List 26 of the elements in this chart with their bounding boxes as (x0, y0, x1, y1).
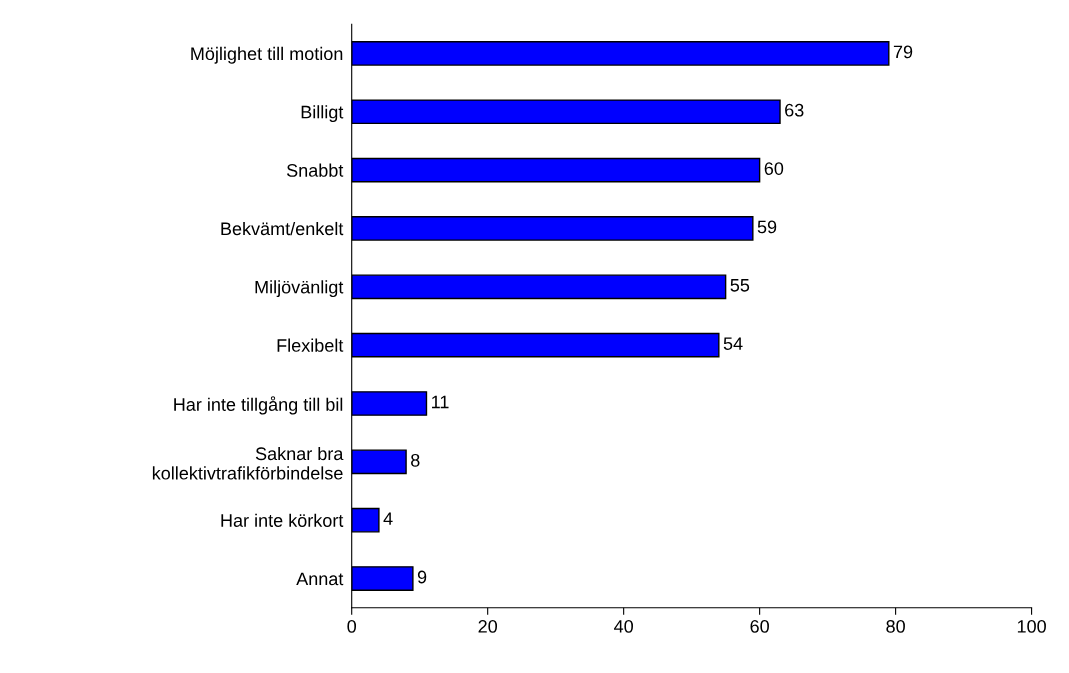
x-tick-label: 40 (614, 620, 633, 633)
y-tick-label: Bekvämt/enkelt (221, 221, 344, 236)
data-label: 9 (417, 570, 427, 584)
x-tick-label: 0 (347, 620, 357, 633)
y-tick-label: Har inte tillgång till bil (174, 396, 343, 415)
x-tick-label: 80 (886, 620, 905, 633)
y-tick-label: Saknar bra kollektivtrafikförbindelse (152, 446, 344, 480)
y-tick-label: Flexibelt (277, 338, 344, 352)
y-tick-label: Har inte körkort (221, 513, 344, 527)
data-label: 8 (411, 453, 420, 467)
x-tick-label: 20 (478, 620, 498, 633)
y-tick-label: Billigt (301, 105, 344, 123)
y-tick-label: Annat (296, 572, 344, 586)
data-label: 60 (764, 162, 784, 175)
data-label: 54 (723, 337, 743, 350)
data-label: 59 (757, 220, 777, 234)
y-tick-label: Snabbt (286, 163, 344, 177)
data-label: 63 (785, 103, 804, 117)
data-label: 4 (383, 512, 393, 525)
y-tick-label: Miljövänligt (255, 280, 344, 298)
y-tick-label: Möjlighet till motion (191, 46, 343, 64)
data-label: 79 (893, 45, 913, 59)
data-label: 55 (730, 279, 750, 292)
x-tick-label: 60 (750, 620, 769, 633)
x-tick-label: 100 (1017, 620, 1046, 633)
data-label: 11 (432, 395, 449, 409)
